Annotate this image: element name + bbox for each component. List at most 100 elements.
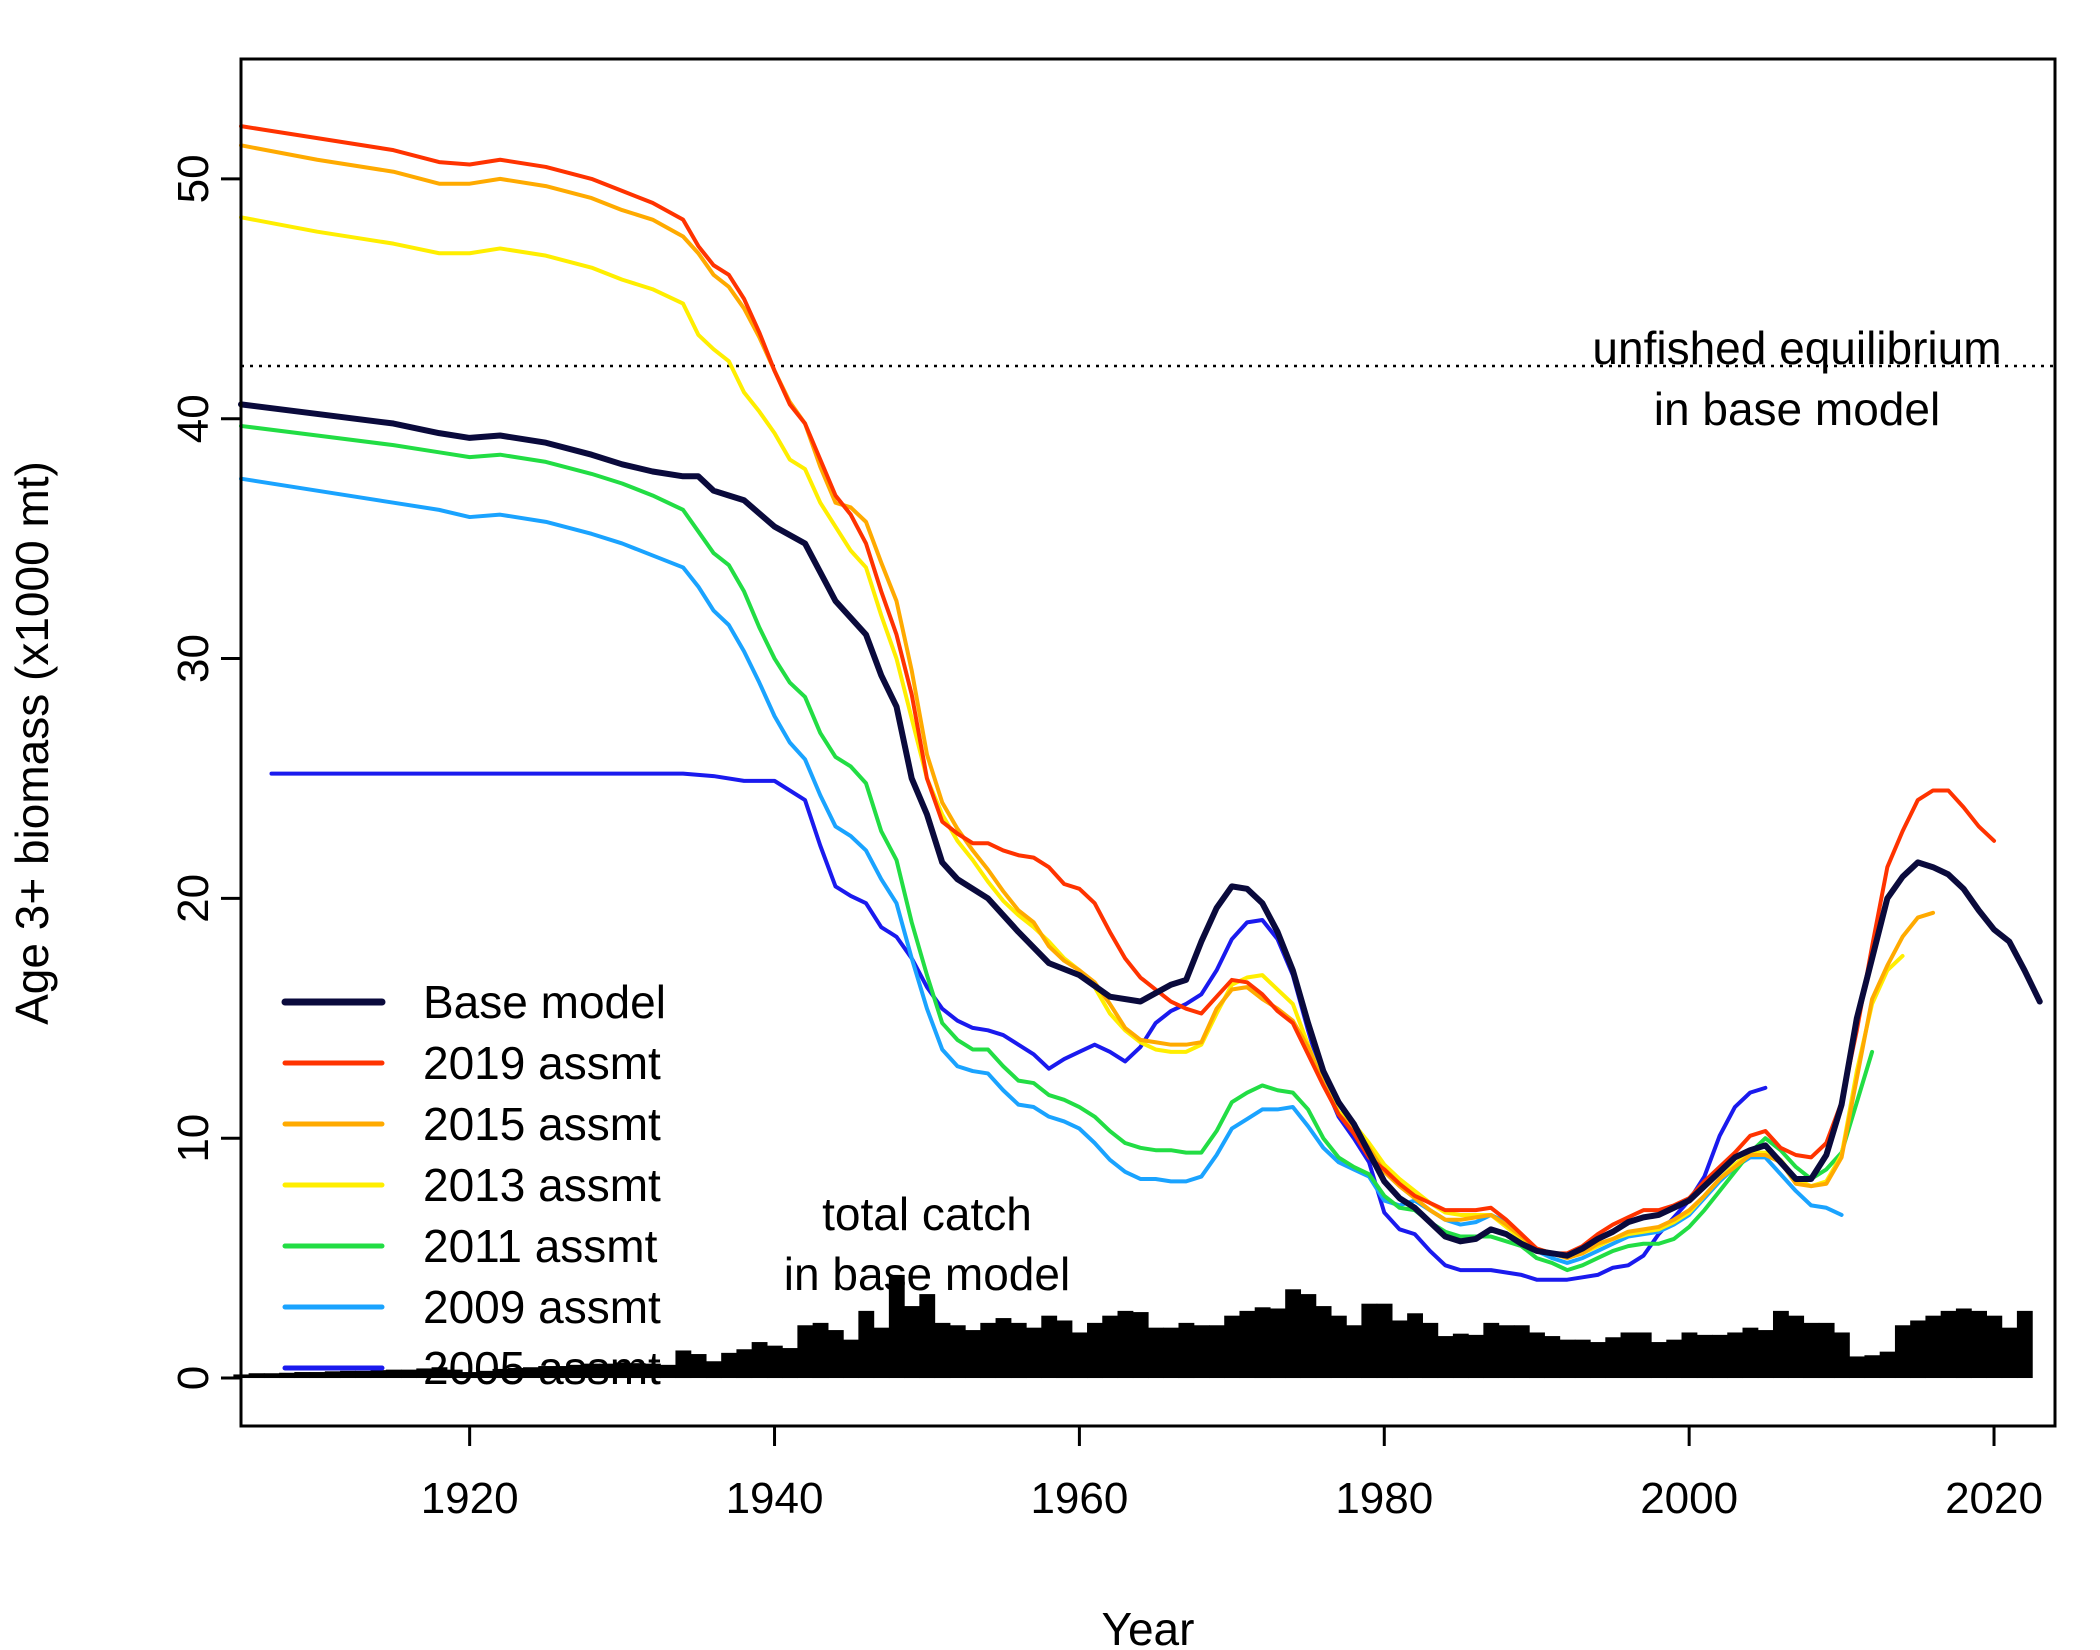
legend: Base model 2019 assmt 2015 assmt 2013 assmt… [281, 976, 666, 1394]
catch-bar-1999 [1666, 1339, 1683, 1379]
x-tick-label-1960: 1960 [1030, 1474, 1128, 1523]
catch-bar-2013 [1879, 1351, 1896, 1379]
catch-bar-1916 [401, 1369, 417, 1379]
catch-bar-1949 [904, 1306, 920, 1379]
legend-label-2015-assmt: 2015 assmt [423, 1098, 661, 1150]
catch-bar-1946 [858, 1310, 875, 1379]
catch-bar-1980 [1376, 1303, 1393, 1379]
series-line-2019-assmt [239, 124, 1997, 1256]
series-line-base-model [238, 401, 2043, 1259]
catch-bar-1984 [1437, 1336, 1454, 1379]
catch-bar-1994 [1590, 1342, 1606, 1379]
series-line-2005-assmt [269, 771, 1768, 1282]
catch-bar-1927 [568, 1364, 585, 1379]
catch-bar-1924 [523, 1367, 539, 1379]
catch-bar-1989 [1513, 1325, 1530, 1379]
catch-bar-1947 [873, 1327, 890, 1379]
catch-bar-2017 [1940, 1310, 1957, 1379]
catch-bar-2000 [1681, 1332, 1698, 1379]
catch-bar-1976 [1315, 1306, 1332, 1379]
catch-bar-1910 [309, 1372, 326, 1379]
catch-bar-2019 [1971, 1310, 1987, 1379]
catch-bar-2016 [1925, 1315, 1942, 1379]
catch-bar-2018 [1955, 1308, 1972, 1379]
catch-bar-1941 [782, 1348, 798, 1379]
catch-bar-1939 [751, 1342, 768, 1379]
catch-bar-2012 [1864, 1355, 1881, 1379]
catch-bar-1964 [1132, 1312, 1149, 1379]
catch-bar-1926 [553, 1366, 570, 1379]
catch-bar-1977 [1330, 1315, 1347, 1379]
catch-bar-2007 [1788, 1315, 1805, 1379]
catch-bar-2001 [1696, 1334, 1713, 1379]
catch-bar-1923 [507, 1367, 524, 1379]
catch-bar-1987 [1483, 1322, 1500, 1379]
catch-bar-2020 [1986, 1315, 2003, 1379]
catch-bar-1992 [1559, 1339, 1576, 1379]
legend-label-2019-assmt: 2019 assmt [423, 1037, 661, 1089]
catch-bar-2004 [1742, 1327, 1759, 1379]
series-line-2015-assmt [239, 143, 1936, 1261]
x-axis: 1920 1940 1960 1980 2000 2020 [421, 1426, 2043, 1523]
catch-bar-1937 [721, 1352, 738, 1379]
x-tick-label-1920: 1920 [421, 1474, 519, 1523]
catch-label-line1: total catch [822, 1188, 1032, 1240]
catch-bar-2014 [1894, 1325, 1911, 1379]
catch-bar-1961 [1087, 1322, 1103, 1379]
catch-bar-1909 [294, 1372, 311, 1379]
catch-bar-2011 [1849, 1356, 1866, 1379]
legend-label-2009-assmt: 2009 assmt [423, 1281, 661, 1333]
catch-bar-1935 [690, 1354, 707, 1379]
catch-bar-1919 [446, 1369, 463, 1379]
catch-bar-1990 [1529, 1332, 1545, 1379]
catch-bar-1915 [385, 1369, 402, 1379]
catch-bar-1978 [1346, 1325, 1363, 1379]
catch-bar-1934 [675, 1350, 692, 1379]
catch-bar-1928 [583, 1363, 600, 1379]
catch-bar-1959 [1056, 1320, 1073, 1379]
catch-bar-1988 [1498, 1325, 1515, 1379]
x-axis-title: Year [1102, 1603, 1195, 1650]
catch-bar-1920 [462, 1372, 478, 1379]
catch-bar-1975 [1300, 1294, 1317, 1379]
catch-bar-1907 [263, 1373, 280, 1379]
catch-bar-2021 [2001, 1327, 2018, 1379]
series-lines [238, 124, 2043, 1282]
catch-bar-2003 [1727, 1332, 1744, 1379]
catch-bar-1972 [1254, 1307, 1271, 1379]
catch-bar-1985 [1452, 1333, 1469, 1379]
catch-bar-2022 [2016, 1310, 2033, 1379]
catch-label-line2: in base model [784, 1248, 1070, 1300]
catch-bars [233, 1274, 2033, 1379]
catch-bar-1969 [1208, 1325, 1225, 1379]
catch-bar-1958 [1041, 1315, 1058, 1379]
y-axis-title: Age 3+ biomass (x1000 mt) [6, 461, 58, 1025]
catch-bar-1965 [1148, 1327, 1164, 1379]
y-axis: 0 10 20 30 40 50 [169, 154, 241, 1390]
catch-bar-1982 [1407, 1313, 1423, 1379]
y-tick-label-20: 20 [169, 874, 218, 923]
catch-bar-1938 [736, 1349, 753, 1379]
catch-bar-1936 [705, 1361, 722, 1379]
ref-label-line1: unfished equilibrium [1592, 322, 2001, 374]
y-tick-label-30: 30 [169, 634, 218, 683]
catch-bar-1986 [1468, 1334, 1484, 1379]
catch-bar-1954 [980, 1322, 997, 1379]
catch-bar-1960 [1071, 1332, 1088, 1379]
legend-label-2011-assmt: 2011 assmt [423, 1220, 658, 1272]
catch-bar-1974 [1285, 1289, 1302, 1379]
ref-label-line2: in base model [1654, 383, 1940, 435]
catch-bar-1970 [1224, 1315, 1241, 1379]
legend-label-base-model: Base model [423, 976, 666, 1028]
y-tick-label-50: 50 [169, 154, 218, 203]
catch-bar-1993 [1574, 1339, 1591, 1379]
catch-bar-1940 [766, 1345, 783, 1379]
legend-label-2005-assmt: 2005 assmt [423, 1342, 661, 1394]
catch-bar-1922 [492, 1368, 509, 1379]
catch-bar-1971 [1239, 1310, 1256, 1379]
catch-bar-1962 [1102, 1315, 1119, 1379]
series-line-2011-assmt [239, 423, 1875, 1273]
catch-bar-2015 [1910, 1320, 1927, 1379]
catch-bar-1950 [919, 1294, 936, 1379]
catch-bar-1925 [538, 1366, 555, 1379]
